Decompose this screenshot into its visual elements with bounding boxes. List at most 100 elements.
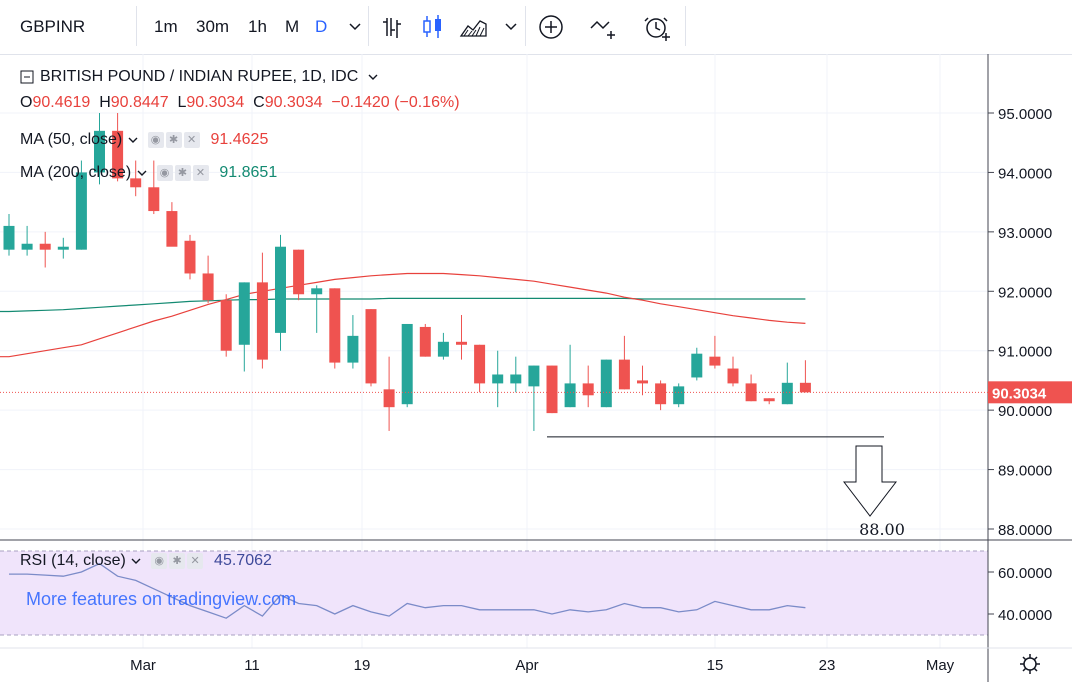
- candle: [763, 398, 775, 405]
- ma50-value: 91.4625: [210, 131, 269, 149]
- top-toolbar: GBPINR 1m 30m 1h M D: [0, 0, 1072, 55]
- chevron-down-icon[interactable]: [496, 12, 526, 42]
- ohlc-open-label: O: [20, 94, 33, 111]
- interval-30m-button[interactable]: 30m: [196, 17, 230, 36]
- ma200-label[interactable]: MA (200, close): [20, 164, 132, 182]
- price-axis-label: 89.0000: [998, 463, 1052, 480]
- chevron-down-icon[interactable]: [136, 168, 148, 178]
- chevron-down-icon[interactable]: [367, 72, 379, 82]
- ohlc-low-value: 90.3034: [186, 94, 245, 111]
- candle-body: [3, 225, 15, 250]
- visibility-eye-icon[interactable]: ◉: [151, 552, 168, 569]
- candle-body: [39, 243, 51, 250]
- alert-icon[interactable]: [642, 12, 672, 42]
- last-price-label: 90.3034: [992, 385, 1047, 402]
- candle: [94, 113, 105, 185]
- ma200-legend: MA (200, close) ◉ ✱ ✕ 91.8651: [20, 164, 277, 182]
- candle: [510, 356, 522, 393]
- candle-body: [582, 383, 594, 396]
- time-axis-label: May: [926, 657, 955, 674]
- settings-gear-icon[interactable]: ✱: [165, 131, 182, 148]
- candle: [691, 347, 703, 381]
- main-legend: BRITISH POUND / INDIAN RUPEE, 1D, IDC: [20, 68, 379, 86]
- remove-close-icon[interactable]: ✕: [183, 131, 200, 148]
- candle-body: [727, 368, 739, 384]
- candle: [401, 323, 413, 408]
- candle-body: [347, 335, 359, 363]
- time-axis-label: 23: [819, 657, 836, 674]
- interval-m-button[interactable]: M: [285, 17, 300, 36]
- price-axis-label: 94.0000: [998, 165, 1052, 182]
- candle: [75, 160, 87, 250]
- candle: [166, 202, 178, 247]
- candle-body: [293, 249, 305, 295]
- candle-body: [546, 365, 558, 414]
- candle-body: [184, 240, 196, 274]
- rsi-legend: RSI (14, close) ◉ ✱ ✕ 45.7062: [20, 552, 272, 570]
- ohlc-change-value: −0.1420 (−0.16%): [331, 94, 460, 111]
- settings-gear-icon[interactable]: ✱: [169, 552, 186, 569]
- remove-close-icon[interactable]: ✕: [187, 552, 204, 569]
- candle: [112, 113, 124, 182]
- rsi-axis-label: 60.0000: [998, 565, 1052, 582]
- ohlc-high-value: 90.8447: [110, 94, 169, 111]
- time-axis[interactable]: Mar 11 19 Apr 15 23 May: [130, 657, 955, 674]
- candle: [57, 237, 69, 259]
- collapse-legend-icon[interactable]: [20, 70, 34, 84]
- area-style-icon[interactable]: [458, 12, 488, 42]
- candle: [220, 294, 232, 357]
- add-indicator-icon[interactable]: [536, 12, 566, 42]
- ma50-line: [0, 272, 806, 358]
- candle-body: [365, 309, 377, 384]
- interval-1m-button[interactable]: 1m: [154, 17, 178, 36]
- visibility-eye-icon[interactable]: ◉: [156, 164, 173, 181]
- candle: [727, 356, 739, 387]
- toolbar-divider: [136, 6, 137, 46]
- interval-d-button[interactable]: D: [315, 17, 328, 36]
- candle-body: [419, 326, 431, 357]
- candle-style-icon[interactable]: [418, 12, 448, 42]
- candle-body: [456, 341, 467, 345]
- rsi-line: [9, 562, 806, 619]
- candle-body: [781, 382, 793, 405]
- candle: [474, 344, 486, 393]
- time-axis-label: Mar: [130, 657, 156, 674]
- tradingview-watermark-link[interactable]: More features on tradingview.com: [26, 589, 297, 609]
- candle: [528, 365, 540, 431]
- remove-close-icon[interactable]: ✕: [192, 164, 209, 181]
- candle-body: [112, 130, 124, 179]
- candle: [383, 356, 395, 431]
- ma50-label[interactable]: MA (50, close): [20, 131, 123, 149]
- candle-body: [745, 383, 757, 402]
- visibility-eye-icon[interactable]: ◉: [147, 131, 164, 148]
- annotation-label: 88.00: [859, 520, 905, 539]
- bar-style-icon[interactable]: [378, 12, 408, 42]
- annotation: 88.00: [547, 436, 905, 539]
- candle-body: [528, 365, 540, 387]
- series-title[interactable]: BRITISH POUND / INDIAN RUPEE, 1D, IDC: [40, 68, 359, 85]
- settings-gear-icon[interactable]: ✱: [174, 164, 191, 181]
- candle: [600, 359, 612, 408]
- interval-1h-button[interactable]: 1h: [248, 17, 267, 36]
- settings-gear-icon[interactable]: [1020, 654, 1040, 674]
- rsi-polyline: [9, 562, 806, 619]
- candle-body: [275, 246, 286, 333]
- candle-body: [130, 178, 142, 188]
- rsi-value: 45.7062: [214, 552, 272, 570]
- chevron-down-icon[interactable]: [130, 556, 142, 566]
- down-arrow-shape: [842, 445, 898, 517]
- candle-body: [799, 382, 811, 393]
- last-price-box: [988, 381, 1072, 404]
- compare-icon[interactable]: [588, 12, 618, 42]
- chevron-down-icon[interactable]: [127, 135, 139, 145]
- symbol-search-button[interactable]: GBPINR: [20, 17, 86, 36]
- price-axis[interactable]: 95.0000 94.0000 93.0000 92.0000 91.0000 90.00…: [988, 106, 1052, 539]
- candle-body: [492, 374, 504, 384]
- chevron-down-icon[interactable]: [340, 12, 370, 42]
- candle: [238, 282, 250, 372]
- candle: [202, 255, 214, 304]
- candle: [456, 315, 467, 360]
- rsi-axis[interactable]: 60.0000 40.0000: [988, 565, 1052, 624]
- rsi-label[interactable]: RSI (14, close): [20, 552, 126, 570]
